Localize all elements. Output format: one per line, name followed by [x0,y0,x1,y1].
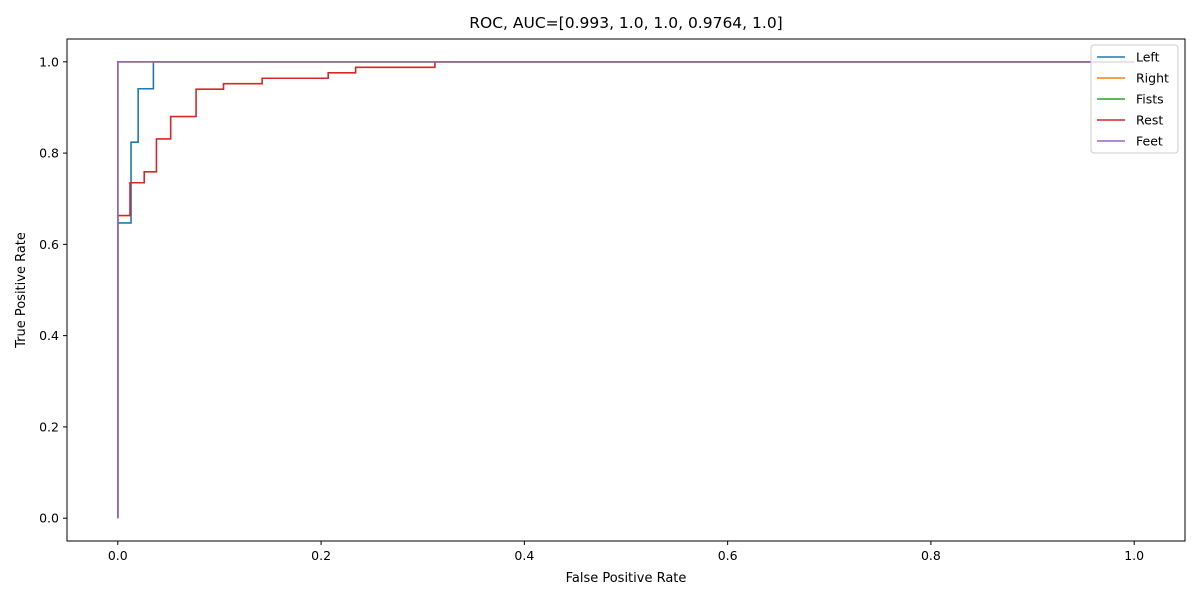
x-tick-label: 0.6 [718,548,738,563]
chart-title: ROC, AUC=[0.993, 1.0, 1.0, 0.9764, 1.0] [469,14,782,32]
y-tick-label: 0.4 [39,328,59,343]
legend-label-left: Left [1136,50,1160,65]
x-axis-ticks: 0.0 0.2 0.4 0.6 0.8 1.0 [108,541,1144,563]
legend-label-feet: Feet [1136,134,1163,149]
series-layer [117,61,1135,519]
x-tick-label: 0.8 [921,548,941,563]
y-axis-ticks: 0.0 0.2 0.4 0.6 0.8 1.0 [39,54,67,526]
y-tick-label: 1.0 [39,54,59,69]
x-tick-label: 0.4 [514,548,534,563]
legend: Left Right Fists Rest Feet [1090,44,1179,154]
x-tick-label: 1.0 [1124,548,1144,563]
x-tick-label: 0.2 [311,548,331,563]
y-tick-label: 0.8 [39,146,59,161]
x-tick-label: 0.0 [108,548,128,563]
y-tick-label: 0.2 [39,419,59,434]
y-axis-label: True Positive Rate [14,232,29,349]
legend-box [1090,44,1179,154]
plot-frame [66,38,1186,542]
y-tick-label: 0.0 [39,511,59,526]
series-line-rest [117,61,1135,519]
x-axis-label: False Positive Rate [566,571,687,586]
y-tick-label: 0.6 [39,237,59,252]
legend-label-rest: Rest [1136,113,1163,128]
legend-label-fists: Fists [1136,92,1164,107]
series-line-left [117,61,1135,519]
legend-label-right: Right [1136,71,1169,86]
series-line-feet [117,61,1135,519]
